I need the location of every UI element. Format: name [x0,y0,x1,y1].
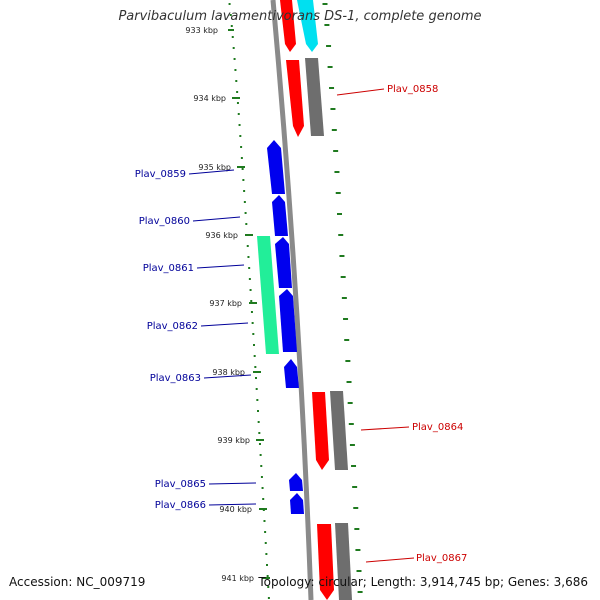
forward-cds-feature[interactable] [312,392,329,470]
reverse-cds-feature[interactable] [279,289,297,352]
forward-gene-feature[interactable] [335,523,352,600]
tick-label: 940 kbp [219,505,252,514]
rna-feature[interactable] [297,0,318,52]
svg-text:Plav_0859: Plav_0859 [135,169,186,180]
tick-937-kbp: 937 kbp [209,299,257,308]
tick-label: 936 kbp [205,231,238,240]
other-feature[interactable] [257,236,279,354]
reverse-cds-feature[interactable] [275,237,292,288]
outer-track [322,3,363,593]
tick-940-kbp: 940 kbp [219,505,267,514]
svg-text:Plav_0866: Plav_0866 [155,500,206,511]
reverse-cds-feature[interactable] [284,359,299,388]
tick-label: 939 kbp [217,436,250,445]
forward-gene-feature[interactable] [305,58,324,136]
forward-cds-feature[interactable] [280,0,296,52]
forward-gene-feature[interactable] [330,391,348,470]
gene-label-plav-0865[interactable]: Plav_0865 [155,479,257,490]
svg-text:Plav_0863: Plav_0863 [150,373,201,384]
features [257,0,352,600]
tick-939-kbp: 939 kbp [217,436,264,445]
gene-label-plav-0860[interactable]: Plav_0860 [139,216,241,227]
tick-label: 938 kbp [212,368,245,377]
reverse-cds-feature[interactable] [267,140,285,194]
forward-cds-feature[interactable] [317,524,334,600]
gene-label-plav-0862[interactable]: Plav_0862 [147,321,249,332]
tick-marks: 933 kbp 934 kbp 935 kbp 936 kbp 937 kbp … [185,26,270,583]
reverse-cds-feature[interactable] [290,493,304,514]
tick-938-kbp: 938 kbp [212,368,261,377]
map-title: Parvibaculum lavamentivorans DS-1, compl… [118,9,482,24]
tick-label: 935 kbp [198,163,231,172]
reverse-cds-feature[interactable] [289,473,303,491]
gene-label-plav-0866[interactable]: Plav_0866 [155,500,257,511]
gene-label-plav-0867[interactable]: Plav_0867 [365,553,467,564]
gene-labels: Plav_0858 Plav_0859 Plav_0860 Plav_0861 … [135,84,468,564]
accession-text: Accession: NC_009719 [9,575,146,589]
svg-text:Plav_0861: Plav_0861 [143,263,194,274]
svg-text:Plav_0862: Plav_0862 [147,321,198,332]
reverse-cds-feature[interactable] [272,195,288,236]
gene-label-plav-0858[interactable]: Plav_0858 [336,84,438,96]
tick-933-kbp: 933 kbp [185,26,234,35]
gene-label-plav-0864[interactable]: Plav_0864 [360,422,463,433]
svg-text:Plav_0864: Plav_0864 [412,422,463,433]
tick-941-kbp: 941 kbp [221,574,270,583]
forward-cds-feature[interactable] [286,60,304,137]
gene-label-plav-0863[interactable]: Plav_0863 [150,373,252,384]
tick-935-kbp: 935 kbp [198,163,245,172]
svg-text:Plav_0867: Plav_0867 [416,553,467,564]
tick-label: 933 kbp [185,26,218,35]
tick-label: 941 kbp [221,574,254,583]
tick-label: 937 kbp [209,299,242,308]
svg-text:Plav_0858: Plav_0858 [387,84,438,95]
genome-summary-text: Topology: circular; Length: 3,914,745 bp… [258,575,588,589]
genome-backbone [270,0,314,600]
svg-text:Plav_0860: Plav_0860 [139,216,190,227]
tick-label: 934 kbp [193,94,226,103]
tick-934-kbp: 934 kbp [193,94,240,103]
gene-label-plav-0861[interactable]: Plav_0861 [143,263,245,274]
svg-text:Plav_0865: Plav_0865 [155,479,206,490]
gene-label-plav-0859[interactable]: Plav_0859 [135,169,235,180]
tick-936-kbp: 936 kbp [205,231,253,240]
